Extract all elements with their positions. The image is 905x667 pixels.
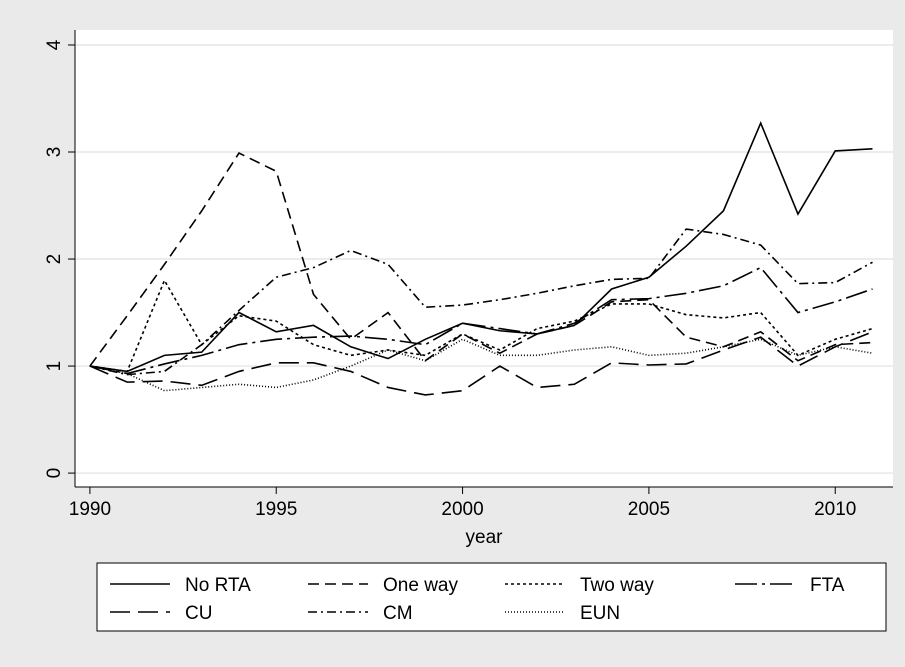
legend-label: No RTA [185, 575, 251, 596]
y-tick-label: 2 [44, 254, 65, 265]
y-tick-label: 1 [44, 361, 65, 372]
x-tick-label: 1995 [255, 499, 297, 520]
legend-label: Two way [580, 575, 654, 596]
series-line [89, 266, 873, 375]
series-line [89, 338, 873, 392]
x-tick-label: 2000 [441, 499, 483, 520]
legend-label: CU [185, 603, 212, 624]
legend-label: FTA [810, 575, 845, 596]
y-tick-label: 0 [44, 468, 65, 479]
series-line [89, 152, 873, 367]
legend-label: EUN [580, 603, 620, 624]
x-axis-label: year [466, 527, 504, 548]
series-line [89, 278, 873, 373]
x-tick-label: 2010 [814, 499, 856, 520]
legend-label: CM [383, 603, 413, 624]
y-tick-label: 4 [44, 39, 65, 50]
series-line [89, 228, 873, 376]
y-tick-label: 3 [44, 147, 65, 158]
x-tick-label: 2005 [628, 499, 670, 520]
legend-box [96, 562, 887, 632]
legend-label: One way [383, 575, 458, 596]
series-line [89, 121, 873, 373]
x-tick-label: 1990 [69, 499, 111, 520]
series-line [89, 331, 873, 396]
